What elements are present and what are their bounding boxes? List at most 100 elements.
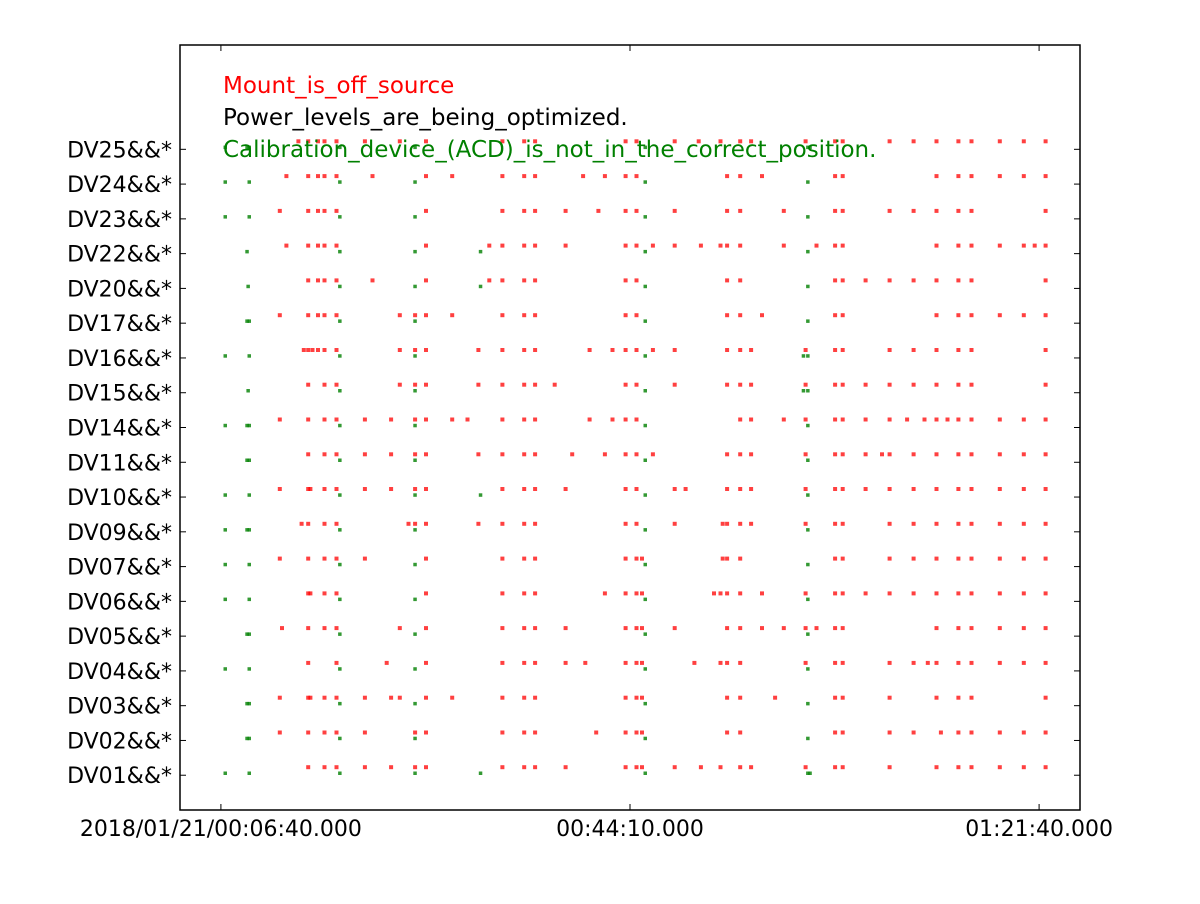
- marker-mount-off-source-dv14: [587, 417, 592, 422]
- marker-mount-off-source-dv07: [833, 556, 838, 561]
- marker-mount-off-source-dv14: [997, 417, 1002, 422]
- marker-calibration-device-dv06: [338, 597, 342, 602]
- y-tick-label: DV23&&*: [67, 208, 172, 233]
- marker-calibration-device-dv07: [223, 562, 227, 567]
- marker-calibration-device-dv15: [643, 389, 647, 393]
- marker-mount-off-source-dv24: [956, 174, 961, 179]
- marker-calibration-device-dv09: [806, 528, 810, 532]
- marker-mount-off-source-dv14: [424, 417, 428, 422]
- marker-mount-off-source-dv02: [277, 730, 282, 735]
- marker-mount-off-source-dv10: [322, 487, 327, 491]
- marker-calibration-device-dv24: [643, 180, 647, 184]
- marker-mount-off-source-dv05: [672, 626, 677, 631]
- marker-mount-off-source-dv11: [476, 452, 481, 457]
- marker-mount-off-source-dv09: [623, 521, 628, 526]
- marker-mount-off-source-dv10: [683, 487, 688, 491]
- marker-mount-off-source-dv22: [563, 243, 568, 248]
- marker-mount-off-source-dv11: [634, 452, 639, 457]
- marker-calibration-device-dv11: [413, 458, 417, 462]
- marker-mount-off-source-dv02: [640, 730, 644, 735]
- marker-calibration-device-dv22: [413, 249, 417, 254]
- marker-mount-off-source-dv14: [863, 417, 868, 422]
- marker-mount-off-source-dv07: [840, 556, 845, 561]
- marker-mount-off-source-dv14: [306, 417, 311, 422]
- marker-mount-off-source-dv07: [725, 556, 730, 561]
- marker-mount-off-source-dv06: [623, 591, 628, 596]
- marker-mount-off-source-dv06: [322, 591, 327, 596]
- y-tick-label: DV25&&*: [67, 138, 172, 163]
- marker-calibration-device-dv01: [643, 771, 647, 775]
- y-tick-label: DV17&&*: [67, 312, 172, 337]
- marker-mount-off-source-dv17: [500, 313, 505, 318]
- x-tick-label: 2018/01/21/00:06:40.000: [80, 817, 362, 842]
- marker-mount-off-source-dv04: [640, 660, 644, 665]
- marker-mount-off-source-dv11: [969, 452, 974, 457]
- marker-calibration-device-dv15: [413, 389, 417, 393]
- marker-mount-off-source-dv20: [738, 278, 743, 283]
- marker-mount-off-source-dv25: [997, 139, 1002, 144]
- y-tick-label: DV10&&*: [67, 486, 172, 511]
- marker-calibration-device-dv17: [338, 319, 342, 323]
- marker-mount-off-source-dv25: [956, 139, 961, 144]
- marker-mount-off-source-dv11: [602, 452, 607, 457]
- marker-mount-off-source-dv09: [424, 521, 428, 526]
- marker-mount-off-source-dv23: [322, 208, 327, 213]
- marker-mount-off-source-dv16: [969, 348, 974, 352]
- marker-mount-off-source-dv24: [500, 174, 505, 179]
- marker-mount-off-source-dv24: [284, 174, 289, 179]
- marker-mount-off-source-dv25: [634, 139, 639, 144]
- marker-mount-off-source-dv04: [934, 660, 939, 665]
- marker-mount-off-source-dv01: [934, 765, 939, 770]
- marker-mount-off-source-dv24: [725, 174, 730, 179]
- marker-mount-off-source-dv02: [334, 730, 339, 735]
- marker-calibration-device-dv10: [338, 493, 342, 497]
- marker-mount-off-source-dv23: [334, 208, 339, 213]
- marker-mount-off-source-dv02: [833, 730, 838, 735]
- marker-mount-off-source-dv20: [840, 278, 845, 283]
- marker-mount-off-source-dv25: [306, 139, 311, 144]
- marker-mount-off-source-dv01: [997, 765, 1002, 770]
- marker-mount-off-source-dv10: [362, 487, 367, 491]
- marker-mount-off-source-dv22: [969, 243, 974, 248]
- marker-mount-off-source-dv10: [833, 487, 838, 491]
- marker-mount-off-source-dv02: [594, 730, 599, 735]
- marker-mount-off-source-dv07: [334, 556, 339, 561]
- marker-mount-off-source-dv02: [413, 730, 418, 735]
- marker-mount-off-source-dv25: [833, 139, 838, 144]
- marker-mount-off-source-dv01: [698, 765, 703, 770]
- marker-calibration-device-dv04: [338, 667, 342, 671]
- marker-mount-off-source-dv23: [563, 208, 568, 213]
- marker-mount-off-source-dv07: [306, 556, 311, 561]
- marker-calibration-device-dv09: [413, 528, 417, 532]
- marker-calibration-device-dv06: [806, 597, 810, 602]
- marker-mount-off-source-dv03: [450, 695, 455, 700]
- marker-mount-off-source-dv24: [833, 174, 838, 179]
- marker-mount-off-source-dv04: [634, 660, 639, 665]
- marker-mount-off-source-dv23: [725, 208, 730, 213]
- marker-mount-off-source-dv20: [424, 278, 428, 283]
- marker-mount-off-source-dv01: [322, 765, 327, 770]
- marker-mount-off-source-dv20: [487, 278, 492, 283]
- marker-mount-off-source-dv24: [840, 174, 845, 179]
- marker-calibration-device-dv24: [223, 180, 227, 184]
- marker-mount-off-source-dv05: [634, 626, 639, 631]
- marker-mount-off-source-dv16: [887, 348, 892, 352]
- marker-mount-off-source-dv22: [487, 243, 492, 248]
- marker-mount-off-source-dv14: [610, 417, 615, 422]
- marker-mount-off-source-dv20: [370, 278, 375, 283]
- marker-mount-off-source-dv05: [969, 626, 974, 631]
- marker-mount-off-source-dv11: [362, 452, 367, 457]
- marker-mount-off-source-dv24: [1043, 174, 1048, 179]
- marker-mount-off-source-dv04: [334, 660, 339, 665]
- marker-mount-off-source-dv09: [969, 521, 974, 526]
- marker-mount-off-source-dv06: [334, 591, 339, 596]
- marker-calibration-device-dv09: [643, 528, 647, 532]
- marker-calibration-device-dv06: [643, 597, 647, 602]
- marker-mount-off-source-dv01: [887, 765, 892, 770]
- marker-mount-off-source-dv04: [887, 660, 892, 665]
- marker-mount-off-source-dv05: [738, 626, 743, 631]
- marker-mount-off-source-dv04: [718, 660, 723, 665]
- marker-mount-off-source-dv24: [634, 174, 639, 179]
- marker-mount-off-source-dv16: [911, 348, 916, 352]
- marker-mount-off-source-dv03: [956, 695, 961, 700]
